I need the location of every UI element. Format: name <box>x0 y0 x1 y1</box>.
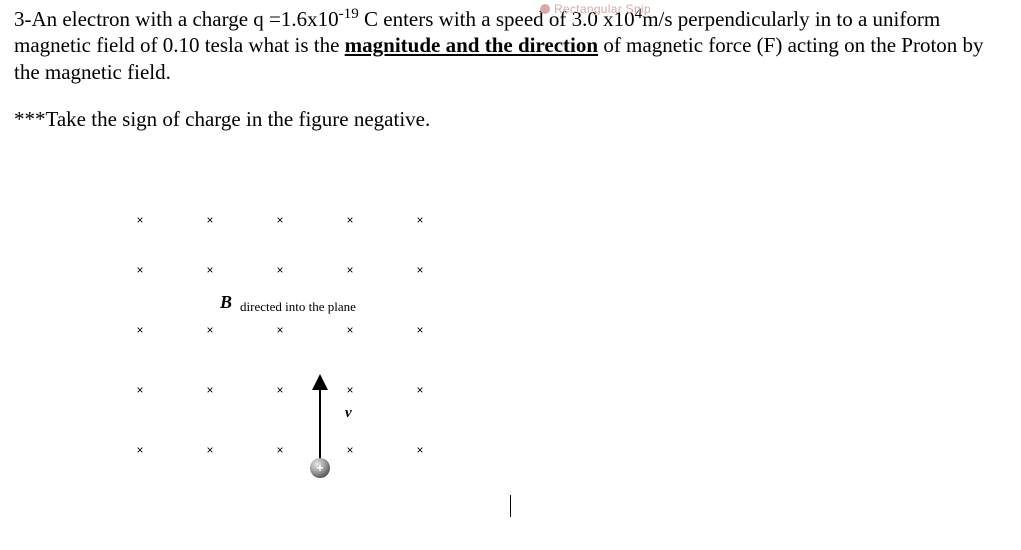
velocity-arrow <box>120 200 460 500</box>
field-x-icon: × <box>136 214 143 226</box>
field-x-icon: × <box>136 324 143 336</box>
field-x-icon: × <box>416 384 423 396</box>
problem-prefix: 3-An electron with a charge q =1.6x10 <box>14 7 339 31</box>
field-x-icon: × <box>276 384 283 396</box>
snip-bullet-icon <box>540 4 550 14</box>
field-x-icon: × <box>206 324 213 336</box>
field-x-icon: × <box>136 384 143 396</box>
watermark-text: Rectangular Snip <box>554 2 651 16</box>
field-x-icon: × <box>276 444 283 456</box>
field-x-icon: × <box>276 214 283 226</box>
field-x-icon: × <box>416 264 423 276</box>
magnetic-field-figure: B directed into the plane v + ××××××××××… <box>120 200 460 500</box>
velocity-label: v <box>345 405 352 422</box>
field-x-icon: × <box>276 264 283 276</box>
field-x-icon: × <box>346 324 353 336</box>
field-x-icon: × <box>136 264 143 276</box>
field-x-icon: × <box>346 214 353 226</box>
field-x-icon: × <box>346 444 353 456</box>
text-cursor <box>510 495 511 517</box>
field-x-icon: × <box>206 264 213 276</box>
field-x-icon: × <box>416 324 423 336</box>
watermark: Rectangular Snip <box>540 2 651 16</box>
problem-statement: 3-An electron with a charge q =1.6x10-19… <box>14 6 1007 85</box>
field-x-icon: × <box>136 444 143 456</box>
field-x-icon: × <box>416 214 423 226</box>
field-x-icon: × <box>206 384 213 396</box>
exponent-1: -19 <box>339 6 359 22</box>
field-x-icon: × <box>416 444 423 456</box>
underlined-phrase: magnitude and the direction <box>345 33 598 57</box>
field-x-icon: × <box>206 214 213 226</box>
field-x-icon: × <box>346 264 353 276</box>
charged-particle: + <box>310 458 330 478</box>
field-x-icon: × <box>346 384 353 396</box>
field-x-icon: × <box>276 324 283 336</box>
charge-sign: + <box>316 462 323 474</box>
charge-sign-note: ***Take the sign of charge in the figure… <box>14 107 1007 132</box>
field-x-icon: × <box>206 444 213 456</box>
